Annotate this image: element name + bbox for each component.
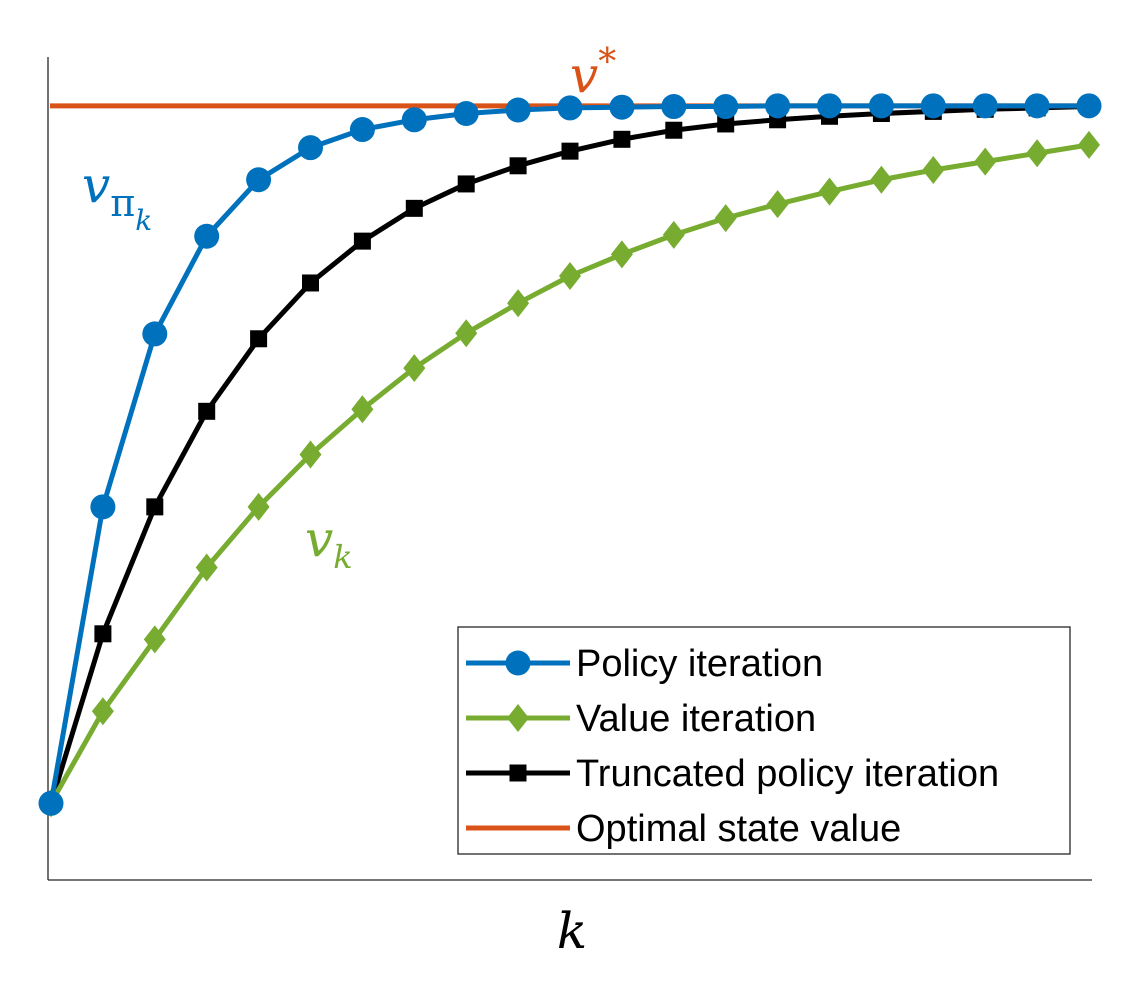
policy-iteration-point-15 [817, 93, 842, 119]
policy-iteration-point-17 [920, 93, 946, 119]
truncated-policy-iteration-point-2 [146, 498, 164, 516]
policy-iteration-point-1 [90, 494, 116, 520]
x-axis-label: k [557, 902, 587, 960]
legend-item-policy-iteration: Policy iteration [466, 643, 823, 685]
value-iteration-point-1 [91, 697, 114, 726]
legend-swatch-marker [509, 764, 527, 782]
policy-iteration-point-9 [505, 97, 531, 123]
policy-iteration-point-10 [557, 95, 583, 121]
value-iteration-point-8 [455, 319, 478, 348]
value-iteration-point-5 [299, 440, 322, 469]
truncated-policy-iteration-point-11 [613, 130, 631, 148]
label-policy-iteration: vπk [82, 156, 152, 237]
policy-iteration-point-8 [453, 100, 479, 126]
curve-labels: v* vπk vk [82, 42, 616, 576]
value-iteration-point-17 [922, 155, 945, 184]
value-iteration-point-3 [195, 553, 218, 582]
policy-iteration-point-7 [401, 107, 427, 133]
value-iteration-point-12 [662, 220, 685, 249]
policy-iteration-point-14 [765, 93, 791, 119]
policy-iteration-point-13 [713, 94, 739, 120]
value-iteration-point-18 [974, 147, 997, 176]
legend-label-policy-iteration: Policy iteration [576, 643, 823, 685]
axes: k [47, 57, 1092, 960]
truncated-policy-iteration-point-6 [353, 232, 371, 250]
truncated-policy-iteration-point-8 [457, 175, 475, 193]
legend-label-optimal-state-value: Optimal state value [576, 808, 901, 850]
value-iteration-point-7 [403, 354, 426, 383]
value-iteration-point-13 [714, 204, 737, 233]
value-iteration-point-11 [610, 240, 633, 269]
value-iteration-point-14 [766, 190, 789, 219]
label-optimal-state-value: v* [570, 42, 616, 104]
value-iteration-point-9 [507, 289, 530, 318]
value-iteration-point-16 [870, 165, 893, 194]
value-iteration-point-15 [818, 177, 841, 206]
legend-label-truncated-policy-iteration: Truncated policy iteration [576, 753, 999, 795]
value-iteration-point-4 [247, 492, 270, 521]
truncated-policy-iteration-point-7 [405, 199, 423, 217]
series-policy-iteration [38, 93, 1102, 816]
policy-iteration-point-11 [609, 94, 635, 120]
legend-item-value-iteration: Value iteration [466, 698, 816, 740]
legend-label-value-iteration: Value iteration [576, 698, 816, 740]
value-iteration-point-10 [559, 262, 581, 291]
legend-swatch-marker [505, 650, 531, 676]
policy-iteration-point-18 [972, 93, 998, 119]
truncated-policy-iteration-point-9 [509, 157, 527, 175]
value-iteration-point-19 [1026, 139, 1049, 168]
policy-iteration-point-6 [349, 117, 375, 143]
legend-swatch-marker [507, 704, 529, 732]
policy-iteration-point-19 [1024, 93, 1050, 119]
policy-iteration-point-4 [246, 167, 272, 193]
truncated-policy-iteration-point-1 [94, 625, 112, 643]
value-iteration-point-2 [143, 625, 166, 654]
truncated-policy-iteration-point-3 [198, 402, 216, 420]
legend-item-truncated-policy-iteration: Truncated policy iteration [466, 753, 999, 795]
legend-item-optimal-state-value: Optimal state value [466, 808, 901, 850]
policy-iteration-point-16 [868, 93, 894, 119]
truncated-policy-iteration-point-12 [665, 121, 683, 139]
truncated-policy-iteration-point-4 [250, 330, 268, 348]
policy-iteration-point-12 [661, 94, 687, 120]
policy-iteration-point-5 [298, 135, 323, 161]
series-value-iteration [40, 130, 1100, 818]
policy-iteration-point-3 [194, 223, 220, 249]
legend: Policy iteration Value iteration Truncated… [457, 626, 1071, 855]
policy-iteration-point-20 [1076, 93, 1102, 119]
policy-iteration-point-2 [142, 321, 168, 347]
truncated-policy-iteration-point-13 [717, 115, 735, 133]
value-iteration-point-20 [1078, 130, 1100, 159]
policy-iteration-point-0 [38, 790, 64, 816]
truncated-policy-iteration-point-10 [561, 142, 579, 160]
series-layer [38, 93, 1102, 818]
truncated-policy-iteration-point-5 [302, 274, 319, 292]
value-iteration-point-6 [351, 395, 374, 424]
label-value-iteration: vk [305, 510, 353, 576]
